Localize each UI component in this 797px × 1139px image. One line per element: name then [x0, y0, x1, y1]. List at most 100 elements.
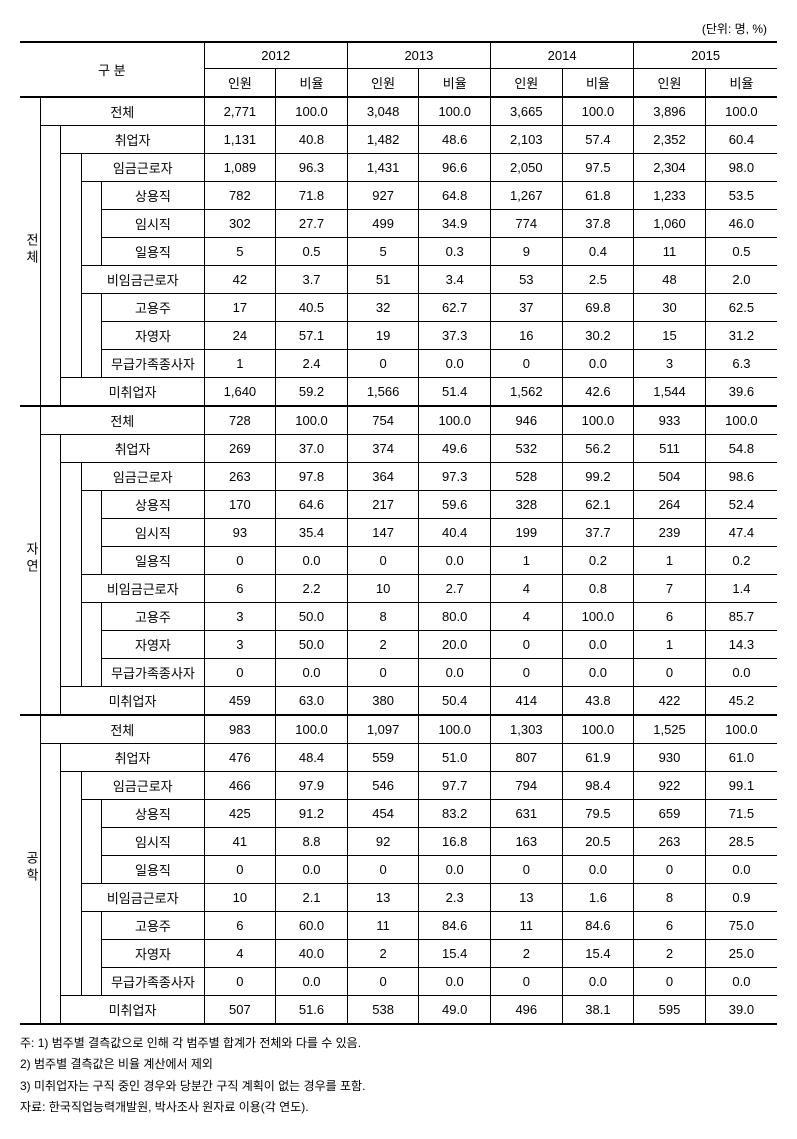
data-cell: 100.0 [705, 715, 777, 744]
note-line: 주: 1) 범주별 결측값으로 인해 각 범주별 합계가 전체와 다를 수 있음… [20, 1033, 777, 1055]
table-row: 자영자440.0215.4215.4225.0 [20, 939, 777, 967]
table-row: 취업자26937.037449.653256.251154.8 [20, 434, 777, 462]
data-cell: 9 [491, 237, 563, 265]
data-cell: 922 [634, 771, 706, 799]
data-cell: 84.6 [562, 911, 634, 939]
data-cell: 2.3 [419, 883, 491, 911]
data-cell: 37.0 [276, 434, 348, 462]
data-cell: 51.4 [419, 377, 491, 406]
data-cell: 84.6 [419, 911, 491, 939]
table-row: 전체전체2,771100.03,048100.03,665100.03,8961… [20, 97, 777, 126]
data-cell: 170 [204, 490, 276, 518]
data-cell: 51.0 [419, 743, 491, 771]
data-cell: 27.7 [276, 209, 348, 237]
row-label: 상용직 [102, 799, 204, 827]
table-row: 비임금근로자62.2102.740.871.4 [20, 574, 777, 602]
row-label: 무급가족종사자 [102, 658, 204, 686]
indent-cell [61, 771, 81, 995]
data-cell: 97.8 [276, 462, 348, 490]
data-cell: 100.0 [276, 406, 348, 435]
data-cell: 0.4 [562, 237, 634, 265]
row-label: 전체 [40, 97, 204, 126]
data-cell: 10 [204, 883, 276, 911]
data-cell: 2 [347, 630, 419, 658]
data-cell: 13 [491, 883, 563, 911]
footnotes: 주: 1) 범주별 결측값으로 인해 각 범주별 합계가 전체와 다를 수 있음… [20, 1033, 777, 1119]
data-cell: 302 [204, 209, 276, 237]
data-cell: 5 [347, 237, 419, 265]
data-cell: 2,771 [204, 97, 276, 126]
table-row: 무급가족종사자12.400.000.036.3 [20, 349, 777, 377]
data-cell: 3 [204, 630, 276, 658]
data-cell: 0.9 [705, 883, 777, 911]
data-cell: 511 [634, 434, 706, 462]
data-cell: 0.0 [276, 546, 348, 574]
data-cell: 97.7 [419, 771, 491, 799]
data-cell: 57.1 [276, 321, 348, 349]
data-cell: 38.1 [562, 995, 634, 1024]
data-cell: 100.0 [562, 715, 634, 744]
data-cell: 2.2 [276, 574, 348, 602]
data-cell: 0 [491, 967, 563, 995]
data-cell: 3 [634, 349, 706, 377]
data-cell: 98.0 [705, 153, 777, 181]
table-row: 일용직00.000.010.210.2 [20, 546, 777, 574]
data-cell: 2.1 [276, 883, 348, 911]
data-cell: 263 [204, 462, 276, 490]
row-label: 비임금근로자 [81, 265, 204, 293]
data-cell: 422 [634, 686, 706, 715]
table-row: 임시직9335.414740.419937.723947.4 [20, 518, 777, 546]
note-line: 3) 미취업자는 구직 중인 경우와 당분간 구직 계획이 없는 경우를 포함. [20, 1076, 777, 1098]
data-cell: 946 [491, 406, 563, 435]
data-cell: 51.6 [276, 995, 348, 1024]
data-cell: 476 [204, 743, 276, 771]
data-cell: 1,097 [347, 715, 419, 744]
data-cell: 19 [347, 321, 419, 349]
header-sub: 비율 [562, 68, 634, 97]
data-cell: 71.8 [276, 181, 348, 209]
table-row: 상용직42591.245483.263179.565971.5 [20, 799, 777, 827]
data-cell: 30 [634, 293, 706, 321]
data-cell: 930 [634, 743, 706, 771]
data-cell: 459 [204, 686, 276, 715]
header-sub: 비율 [705, 68, 777, 97]
data-table: 구 분 2012 2013 2014 2015 인원 비율 인원 비율 인원 비… [20, 41, 777, 1025]
data-cell: 538 [347, 995, 419, 1024]
data-cell: 92 [347, 827, 419, 855]
data-cell: 0 [347, 349, 419, 377]
data-cell: 754 [347, 406, 419, 435]
data-cell: 83.2 [419, 799, 491, 827]
data-cell: 454 [347, 799, 419, 827]
data-cell: 414 [491, 686, 563, 715]
data-cell: 0.0 [276, 855, 348, 883]
row-label: 일용직 [102, 546, 204, 574]
data-cell: 64.6 [276, 490, 348, 518]
data-cell: 57.4 [562, 125, 634, 153]
table-row: 임금근로자26397.836497.352899.250498.6 [20, 462, 777, 490]
data-cell: 0.0 [419, 855, 491, 883]
data-cell: 20.5 [562, 827, 634, 855]
row-label: 임시직 [102, 518, 204, 546]
data-cell: 51 [347, 265, 419, 293]
data-cell: 3,048 [347, 97, 419, 126]
row-label: 임시직 [102, 209, 204, 237]
data-cell: 1,640 [204, 377, 276, 406]
data-cell: 0.2 [705, 546, 777, 574]
data-cell: 100.0 [562, 602, 634, 630]
row-label: 취업자 [61, 434, 204, 462]
header-category: 구 분 [20, 42, 204, 97]
row-label: 상용직 [102, 181, 204, 209]
data-cell: 0.3 [419, 237, 491, 265]
data-cell: 47.4 [705, 518, 777, 546]
data-cell: 728 [204, 406, 276, 435]
data-cell: 69.8 [562, 293, 634, 321]
data-cell: 528 [491, 462, 563, 490]
data-cell: 1 [634, 630, 706, 658]
data-cell: 0 [347, 546, 419, 574]
data-cell: 63.0 [276, 686, 348, 715]
row-label: 미취업자 [61, 377, 204, 406]
table-row: 취업자1,13140.81,48248.62,10357.42,35260.4 [20, 125, 777, 153]
data-cell: 1 [204, 349, 276, 377]
data-cell: 35.4 [276, 518, 348, 546]
data-cell: 0.0 [562, 855, 634, 883]
